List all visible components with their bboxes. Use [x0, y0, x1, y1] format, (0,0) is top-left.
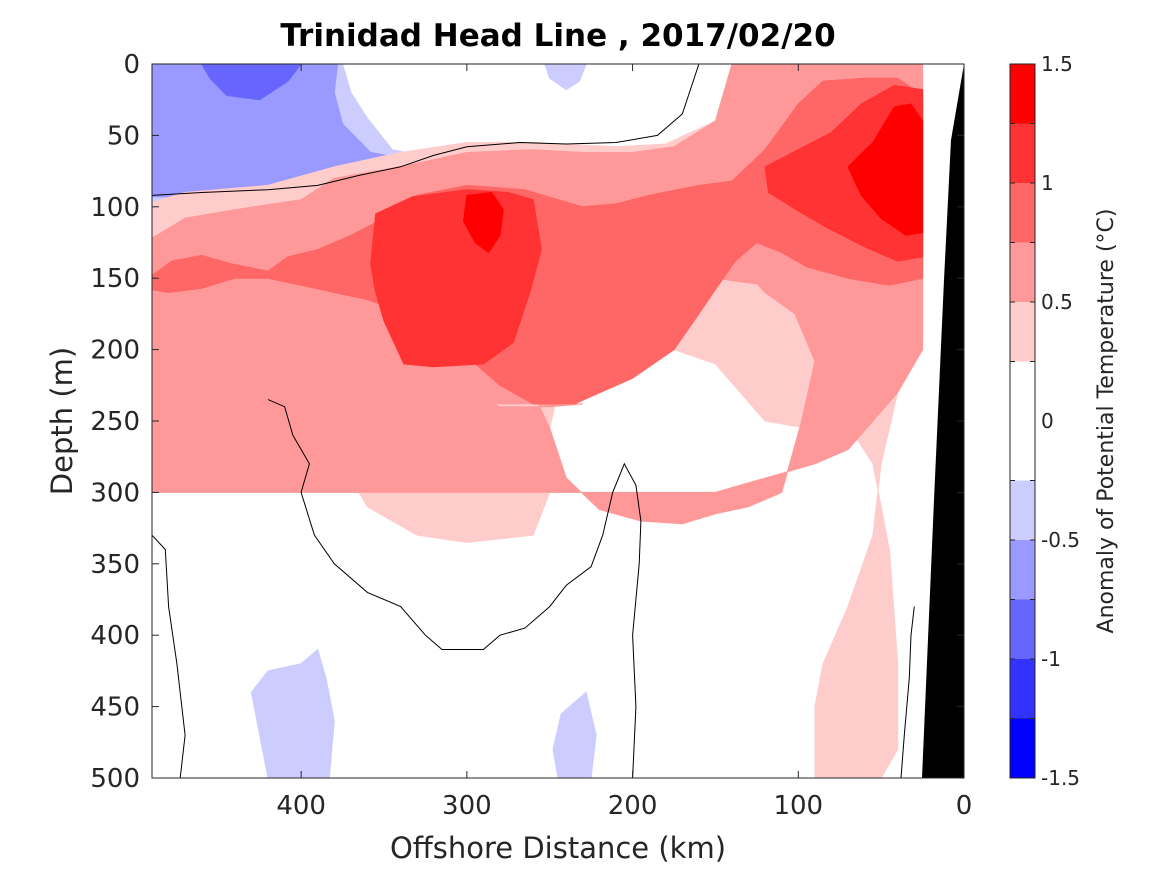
colorbar-swatch-4	[1010, 480, 1035, 540]
chart-title: Trinidad Head Line , 2017/02/20	[280, 18, 835, 54]
zero-anomaly-contours	[152, 64, 915, 778]
y-tick-label-5: 250	[90, 407, 140, 437]
zero-contour-line-1	[267, 399, 642, 778]
y-tick-label-2: 100	[90, 193, 140, 223]
zero-contour-line-2	[152, 534, 186, 778]
anomaly-region-2	[201, 64, 302, 101]
x-axis-label: Offshore Distance (km)	[390, 831, 726, 865]
x-tick-label-4: 0	[956, 791, 973, 821]
y-tick-label-4: 200	[90, 336, 140, 366]
colorbar-tick-label-1: 1	[1041, 171, 1054, 195]
x-tick-label-1: 300	[442, 791, 492, 821]
anomaly-region-11	[462, 191, 504, 254]
x-axis: 400 300 200 100 0	[276, 64, 972, 821]
anomaly-region-12	[847, 103, 924, 236]
colorbar-frame	[1009, 63, 1036, 779]
colorbar-tick-label-0: 1.5	[1041, 52, 1073, 76]
colorbar-swatch-6	[1010, 302, 1035, 362]
colorbar-swatch-7	[1010, 242, 1035, 302]
anomaly-region-3	[544, 64, 587, 91]
colorbar	[1010, 64, 1035, 778]
zero-contour-line-0	[152, 64, 700, 196]
y-tick-label-3: 150	[90, 264, 140, 294]
y-tick-label-7: 350	[90, 550, 140, 580]
colorbar-tick-label-2: 0.5	[1041, 290, 1073, 314]
zero-contour-line-3	[900, 606, 915, 778]
y-axis: 0 50 100 150 200 250 300 350 400 450 500	[90, 50, 964, 794]
colorbar-swatch-9	[1010, 123, 1035, 183]
colorbar-swatch-3	[1010, 540, 1035, 600]
colorbar-swatch-0	[1010, 718, 1035, 778]
colorbar-swatch-10	[1010, 64, 1035, 124]
y-tick-label-6: 300	[90, 478, 140, 508]
x-tick-label-3: 100	[773, 791, 823, 821]
x-tick-label-2: 200	[608, 791, 658, 821]
y-tick-label-9: 450	[90, 693, 140, 723]
colorbar-label: Anomaly of Potential Temperature (°C)	[1094, 209, 1119, 634]
colorbar-swatch-1	[1010, 659, 1035, 719]
continental-shelf-bathymetry	[922, 64, 964, 778]
y-tick-label-0: 0	[123, 50, 140, 80]
colorbar-tick-label-3: 0	[1041, 409, 1054, 433]
colorbar-swatch-2	[1010, 599, 1035, 659]
y-tick-label-1: 50	[107, 121, 140, 151]
y-tick-label-10: 500	[90, 764, 140, 794]
colorbar-tick-label-4: -0.5	[1041, 528, 1080, 552]
y-axis-label: Depth (m)	[45, 347, 79, 495]
colorbar-swatch-5	[1010, 361, 1035, 481]
colorbar-ticks: 1.5 1 0.5 0 -0.5 -1 -1.5	[1010, 52, 1080, 790]
anomaly-region-4	[250, 648, 335, 778]
colorbar-tick-label-5: -1	[1041, 647, 1061, 671]
x-tick-label-0: 400	[276, 791, 326, 821]
colorbar-tick-label-6: -1.5	[1041, 766, 1080, 790]
colorbar-swatch-8	[1010, 183, 1035, 243]
anomaly-region-5	[552, 691, 597, 778]
y-tick-label-8: 400	[90, 621, 140, 651]
